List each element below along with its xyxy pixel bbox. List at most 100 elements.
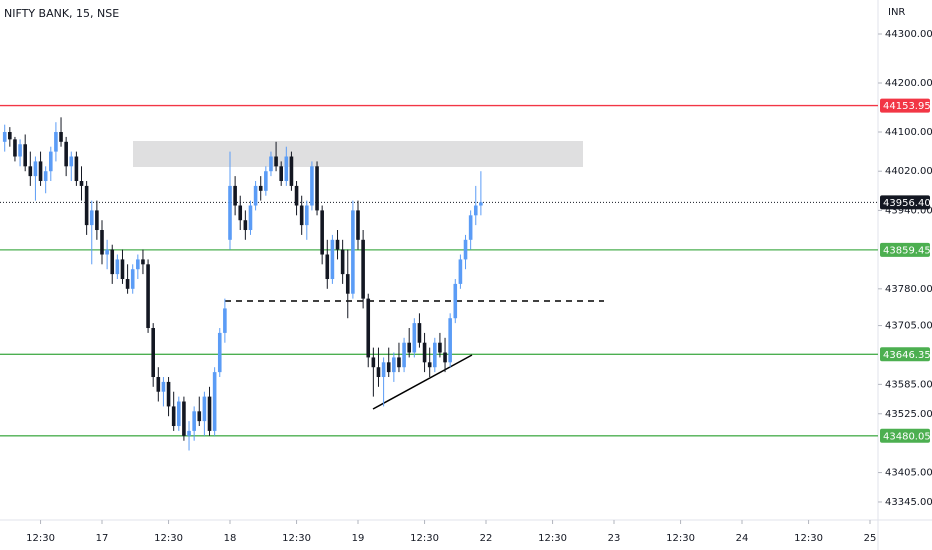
drawings — [133, 141, 604, 410]
candle-body — [264, 171, 268, 191]
candle-body — [207, 396, 212, 431]
x-tick-label: 19 — [352, 533, 365, 544]
y-tick-label: 43705.00 — [885, 321, 932, 332]
candle-body — [217, 332, 222, 373]
candle-body — [443, 352, 447, 363]
candle-body — [407, 342, 412, 353]
candle-body — [156, 377, 161, 392]
candle-body — [59, 132, 63, 142]
candle-body — [310, 166, 314, 206]
candle-body — [376, 367, 381, 378]
candle-body — [392, 357, 396, 373]
candle-body — [120, 259, 125, 280]
candle-body — [233, 185, 237, 206]
candle-body — [100, 230, 104, 255]
candle-body — [294, 185, 299, 206]
chart-title: NIFTY BANK, 15, NSE — [4, 7, 119, 20]
candle-body — [43, 171, 48, 182]
candle-body — [351, 210, 355, 294]
candle-body — [356, 210, 360, 240]
candle-body — [320, 210, 324, 255]
candle-body — [345, 274, 350, 294]
candle-body — [33, 161, 38, 177]
x-tick-label: 12:30 — [26, 533, 55, 544]
candle-body — [130, 269, 135, 289]
candle-body — [258, 185, 263, 191]
candle-body — [176, 401, 181, 427]
candle-body — [125, 279, 130, 289]
candle-body — [335, 239, 340, 250]
candle-body — [422, 342, 427, 363]
candle-body — [141, 259, 145, 265]
x-tick-label: 12:30 — [410, 533, 439, 544]
candle-body — [151, 328, 155, 378]
candle-body — [325, 254, 330, 280]
y-tick-label: 44100.00 — [885, 127, 932, 138]
candle-body — [28, 166, 33, 177]
candle-body — [48, 151, 53, 172]
y-tick-label: 43585.00 — [885, 379, 932, 390]
price-label-box — [880, 195, 930, 210]
candle-body — [54, 132, 58, 152]
candle-body — [371, 357, 376, 368]
candle-body — [18, 144, 22, 157]
candle-body — [274, 156, 278, 167]
y-tick-label: 44020.00 — [885, 166, 932, 177]
x-tick-label: 12:30 — [666, 533, 695, 544]
candle-body — [386, 362, 391, 373]
price-label-box — [880, 242, 930, 257]
candle-body — [74, 156, 79, 182]
candle-body — [202, 396, 207, 422]
candle-body — [427, 362, 432, 368]
trend-line — [372, 354, 473, 410]
candle-body — [146, 264, 150, 329]
candle-body — [479, 202, 483, 206]
candle-body — [340, 249, 345, 275]
x-tick-label: 25 — [864, 533, 877, 544]
candle-body — [458, 259, 463, 284]
candle-body — [289, 156, 294, 186]
price-label: 43480.05 — [883, 431, 931, 442]
candle-body — [381, 362, 386, 378]
candle-body — [79, 181, 84, 186]
candle-body — [330, 239, 335, 280]
candle-body — [84, 185, 89, 226]
currency-label: INR — [888, 7, 905, 18]
candle-body — [13, 139, 17, 157]
candle-body — [64, 141, 68, 167]
candle-body — [248, 205, 253, 231]
price-label-box — [880, 428, 930, 443]
y-tick-label: 43780.00 — [885, 284, 932, 295]
candle-body — [171, 406, 176, 427]
candle-body — [23, 144, 27, 167]
candle-body — [2, 132, 7, 142]
candle-body — [212, 372, 217, 431]
candle-body — [438, 342, 442, 353]
candle-body — [269, 156, 273, 172]
y-tick-label: 43940.00 — [885, 205, 932, 216]
y-tick-label: 43345.00 — [885, 497, 932, 508]
price-label: 43646.35 — [883, 350, 931, 361]
candle-body — [366, 298, 371, 358]
candle-body — [95, 210, 99, 231]
x-tick-label: 17 — [96, 533, 109, 544]
candle-body — [284, 156, 289, 182]
x-tick-label: 12:30 — [282, 533, 311, 544]
supply-zone — [133, 141, 583, 167]
candle-body — [105, 249, 109, 255]
price-label-box — [880, 347, 930, 362]
candle-body — [192, 411, 196, 431]
candle-body — [38, 161, 43, 182]
candle-body — [468, 215, 473, 240]
candle-body — [463, 239, 468, 260]
candle-body — [417, 323, 422, 343]
candle-body — [412, 323, 417, 353]
candle-body — [223, 308, 227, 333]
candle-body — [453, 283, 458, 319]
x-tick-label: 12:30 — [538, 533, 567, 544]
price-label: 43859.45 — [883, 245, 931, 256]
price-label: 44153.95 — [883, 101, 931, 112]
candle-body — [89, 210, 94, 226]
candle-body — [115, 259, 120, 275]
